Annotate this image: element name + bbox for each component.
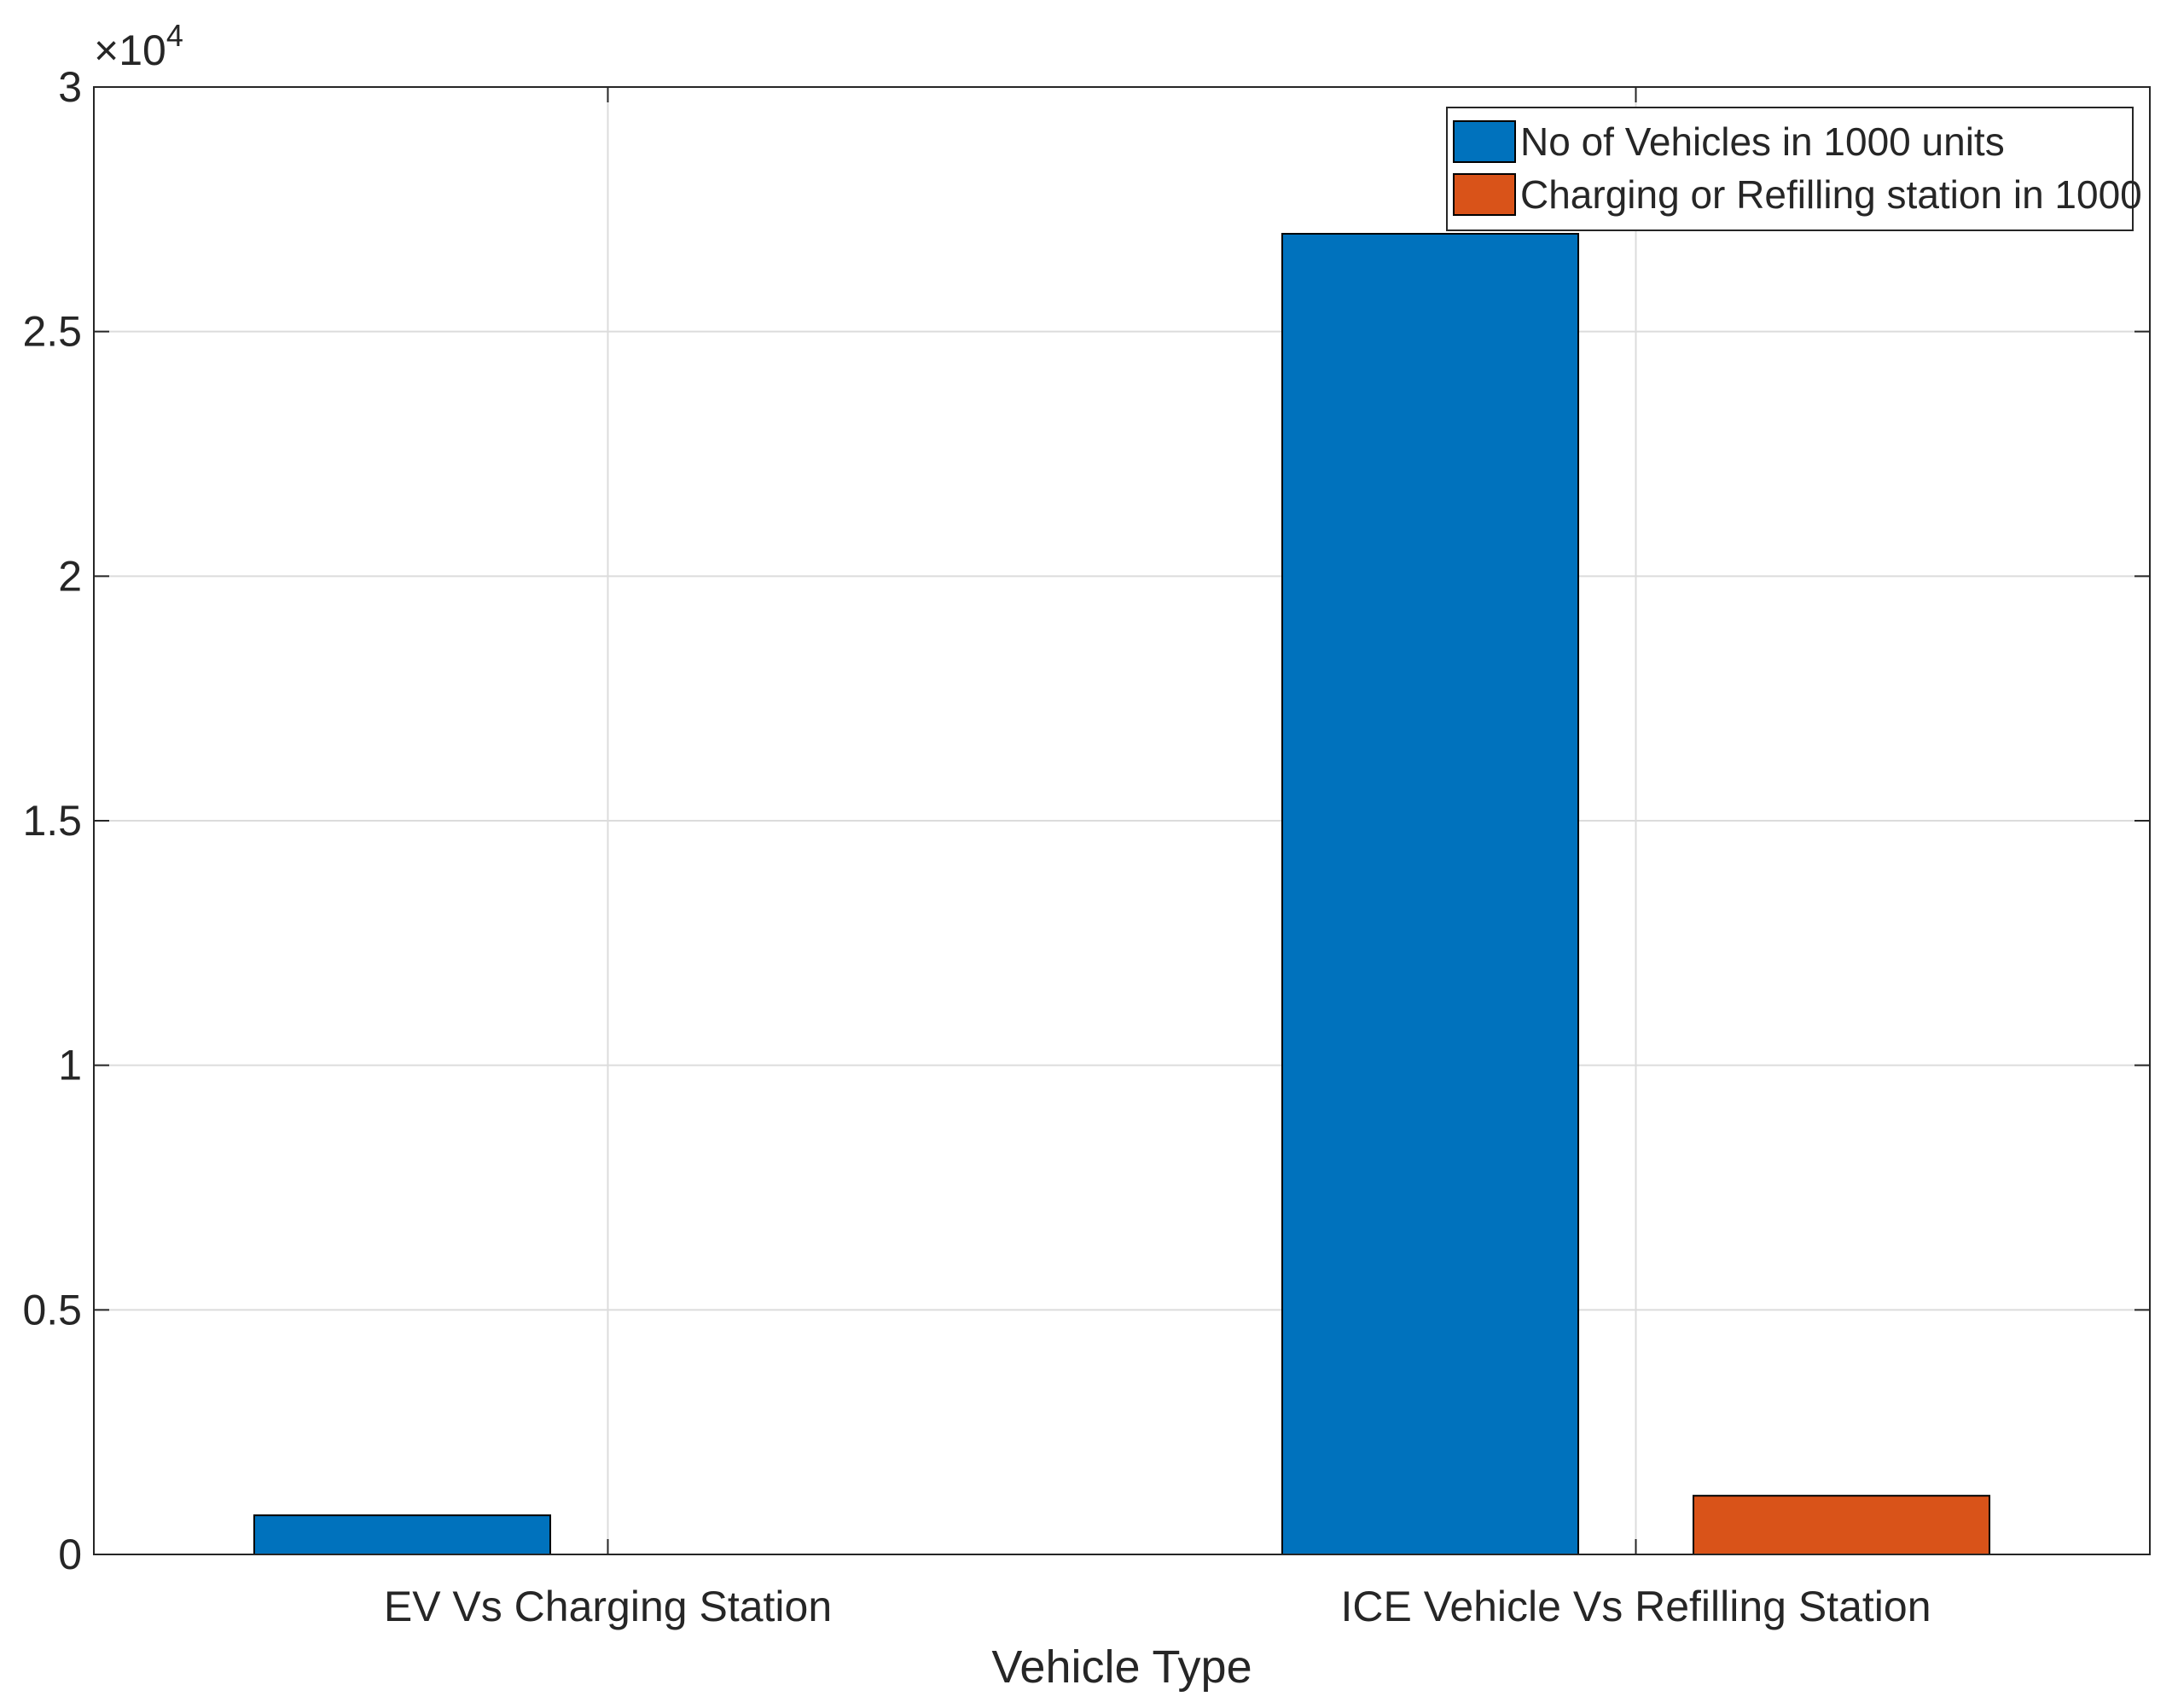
y-tick-label: 1 [58,1042,82,1089]
tick-marks [94,86,2150,1555]
legend-swatch-1 [1453,173,1516,216]
y-exponent-power: 4 [166,18,183,53]
y-tick-label: 0 [58,1531,82,1578]
legend-label-0: No of Vehicles in 1000 units [1520,119,2005,164]
x-tick-label: ICE Vehicle Vs Refilling Station [1340,1583,1931,1630]
x-tick-label: EV Vs Charging Station [384,1583,832,1630]
bars [253,233,1991,1555]
bar-series-0-category-1 [1281,233,1580,1555]
legend-label-1: Charging or Refilling station in 1000 [1520,172,2142,217]
y-tick-label: 1.5 [22,797,82,845]
y-axis-exponent: ×104 [94,18,183,74]
y-tick-label: 0.5 [22,1286,82,1333]
legend: No of Vehicles in 1000 units Charging or … [1446,107,2142,231]
y-tick-label: 2 [58,552,82,600]
bar-series-0-category-0 [253,1514,552,1555]
bar-series-1-category-1 [1692,1495,1991,1555]
x-axis-label: Vehicle Type [991,1641,1252,1693]
legend-swatch-0 [1453,120,1516,163]
y-tick-label: 2.5 [22,308,82,356]
y-tick-label: 3 [58,63,82,111]
legend-box [1446,107,2134,231]
y-tick-labels: 0 0.5 1 1.5 2 2.5 3 [22,63,82,1578]
x-tick-labels: EV Vs Charging Station ICE Vehicle Vs Ref… [384,1583,1931,1630]
y-exponent-base: ×10 [94,26,166,74]
